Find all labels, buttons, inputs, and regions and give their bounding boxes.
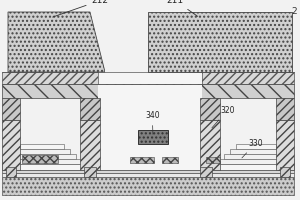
Bar — [200, 120, 220, 170]
Bar — [2, 170, 294, 173]
Text: 320: 320 — [212, 106, 235, 128]
Bar — [276, 98, 294, 120]
Bar — [20, 144, 64, 149]
Bar — [2, 72, 294, 84]
Bar — [22, 155, 58, 163]
Bar — [100, 159, 200, 164]
Bar — [130, 157, 154, 163]
Bar — [2, 173, 294, 177]
Bar — [2, 120, 20, 170]
Bar — [112, 149, 188, 154]
Bar — [206, 157, 220, 163]
Bar — [2, 177, 294, 195]
Bar — [106, 154, 194, 159]
Bar — [276, 120, 294, 170]
Bar — [2, 84, 98, 98]
Bar — [105, 10, 148, 72]
Text: 212: 212 — [52, 0, 109, 17]
Bar — [200, 167, 212, 177]
Bar — [84, 167, 96, 177]
Polygon shape — [148, 12, 292, 72]
Bar — [2, 164, 294, 170]
Bar — [8, 154, 76, 159]
Bar — [230, 149, 282, 154]
Text: 211: 211 — [167, 0, 198, 16]
Bar — [80, 120, 100, 170]
Bar — [280, 167, 290, 177]
Bar — [98, 72, 202, 84]
Bar — [236, 144, 276, 149]
Bar — [118, 144, 182, 149]
Bar — [98, 84, 202, 170]
Text: 2: 2 — [291, 7, 297, 16]
Bar — [138, 130, 168, 144]
Bar — [80, 98, 100, 120]
Bar — [14, 149, 70, 154]
Bar — [200, 84, 294, 98]
Text: 340: 340 — [145, 111, 160, 134]
Bar — [218, 159, 294, 164]
Bar — [2, 159, 82, 164]
Text: 330: 330 — [242, 139, 262, 158]
Bar — [224, 154, 288, 159]
Polygon shape — [8, 12, 105, 72]
Bar — [2, 98, 20, 120]
Bar — [162, 157, 178, 163]
Bar — [6, 167, 16, 177]
Bar — [200, 98, 220, 120]
